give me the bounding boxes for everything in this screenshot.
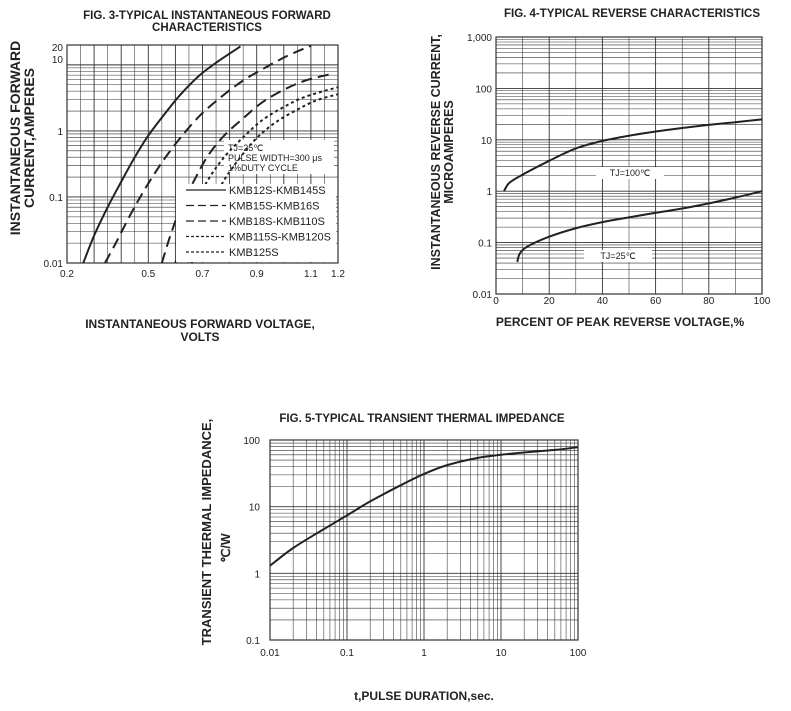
fig4-ytick-label: 0.01 — [473, 290, 493, 301]
fig3-xlabel-line2: VOLTS — [180, 330, 219, 344]
fig4-curve-label-bg — [596, 167, 664, 179]
fig4-ytick-label: 10 — [481, 136, 493, 147]
fig5-xtick-label: 0.01 — [260, 648, 280, 659]
fig4-xtick-label: 40 — [597, 296, 609, 307]
fig5-series-line — [269, 446, 579, 567]
fig4-ylabel-line2: MICROAMPERES — [442, 100, 456, 203]
fig3-legend-label: KMB15S-KMB16S — [229, 201, 319, 213]
fig3-note-box — [224, 140, 334, 174]
fig5-ylabel-line1: TRANSIENT THERMAL IMPEDANCE, — [199, 419, 214, 646]
fig5-title: FIG. 5-TYPICAL TRANSIENT THERMAL IMPEDAN… — [279, 413, 564, 425]
fig4-xtick-label: 100 — [754, 296, 771, 307]
fig4-xtick-label: 20 — [544, 296, 556, 307]
fig5-plot-frame — [269, 439, 579, 641]
fig3-legend-label: KMB18S-KMB110S — [229, 216, 325, 228]
fig3-series-line — [160, 73, 331, 264]
fig3-ytick-label: 0.1 — [49, 193, 63, 204]
fig5-xtick-label: 10 — [495, 648, 507, 659]
fig4-plot-frame — [495, 36, 763, 295]
fig3-series-line — [104, 44, 312, 264]
fig3-xtick-label: 1.1 — [304, 269, 318, 280]
fig3-xtick-label: 0.9 — [250, 269, 264, 280]
fig3-xtick-label: 0.2 — [60, 269, 74, 280]
fig3-note-duty-cycle: 1%DUTY CYCLE — [228, 163, 298, 173]
fig3-ylabel-line2: CURRENT,AMPERES — [21, 68, 37, 208]
fig4-xtick-label: 80 — [703, 296, 715, 307]
fig4-ytick-label: 1 — [486, 187, 492, 198]
fig3-xtick-label: 0.5 — [141, 269, 155, 280]
fig4-curve-label-bg — [584, 250, 652, 262]
fig5-xtick-label: 100 — [570, 648, 587, 659]
fig3-ylabel-line1: INSTANTANEOUS FORWARD — [7, 41, 23, 235]
fig4-xtick-label: 0 — [493, 296, 499, 307]
fig5-xlabel: t,PULSE DURATION,sec. — [354, 689, 494, 703]
fig3-ytick-label: 0.01 — [44, 259, 64, 270]
fig5-ytick-label: 1 — [254, 569, 260, 580]
fig3-note-temperature: TJ=25℃ — [228, 143, 263, 153]
fig4-curve-label: TJ=100℃ — [610, 168, 650, 178]
fig3-xtick-label: 1.2 — [331, 269, 345, 280]
fig3-xlabel-line1: INSTANTANEOUS FORWARD VOLTAGE, — [85, 317, 315, 331]
fig3-legend-label: KMB12S-KMB145S — [229, 185, 326, 197]
fig3-series-line — [82, 45, 241, 264]
fig5-xtick-label: 1 — [421, 648, 427, 659]
fig4-series-line — [503, 118, 763, 192]
fig5-ytick-label: 0.1 — [246, 636, 260, 647]
fig3-ytick-label: 20 — [52, 43, 64, 54]
fig3-legend-label: KMB115S-KMB120S — [229, 232, 331, 244]
fig4-ytick-label: 1,000 — [467, 33, 492, 44]
fig4-curve-label: TJ=25℃ — [600, 251, 635, 261]
fig3-title-line1: FIG. 3-TYPICAL INSTANTANEOUS FORWARD — [83, 10, 331, 22]
fig5-ytick-label: 100 — [243, 436, 260, 447]
fig4-ytick-label: 100 — [475, 84, 492, 95]
fig3-plot-frame — [66, 44, 339, 264]
fig3-note-pulse-width: PULSE WIDTH=300 μs — [228, 153, 322, 163]
fig3-legend-label: KMB125S — [229, 247, 279, 259]
fig4-xtick-label: 60 — [650, 296, 662, 307]
fig3-title-line2: CHARACTERISTICS — [152, 22, 262, 34]
fig5-xtick-label: 0.1 — [340, 648, 354, 659]
fig5-ytick-label: 10 — [249, 503, 261, 514]
fig4-title: FIG. 4-TYPICAL REVERSE CHARACTERISTICS — [504, 8, 760, 20]
fig3-ytick-label: 10 — [52, 55, 64, 66]
fig3-ytick-label: 1 — [57, 127, 63, 138]
fig4-series-line — [516, 190, 763, 263]
fig5-ylabel-line2: ℃/W — [219, 533, 233, 563]
fig4-xlabel: PERCENT OF PEAK REVERSE VOLTAGE,% — [496, 315, 745, 329]
fig3-xtick-label: 0.7 — [196, 269, 210, 280]
fig4-ylabel-line1: INSTANTANEOUS REVERSE CURRENT, — [429, 34, 443, 270]
fig4-ytick-label: 0.1 — [478, 239, 492, 250]
fig3-legend-box — [176, 184, 336, 262]
